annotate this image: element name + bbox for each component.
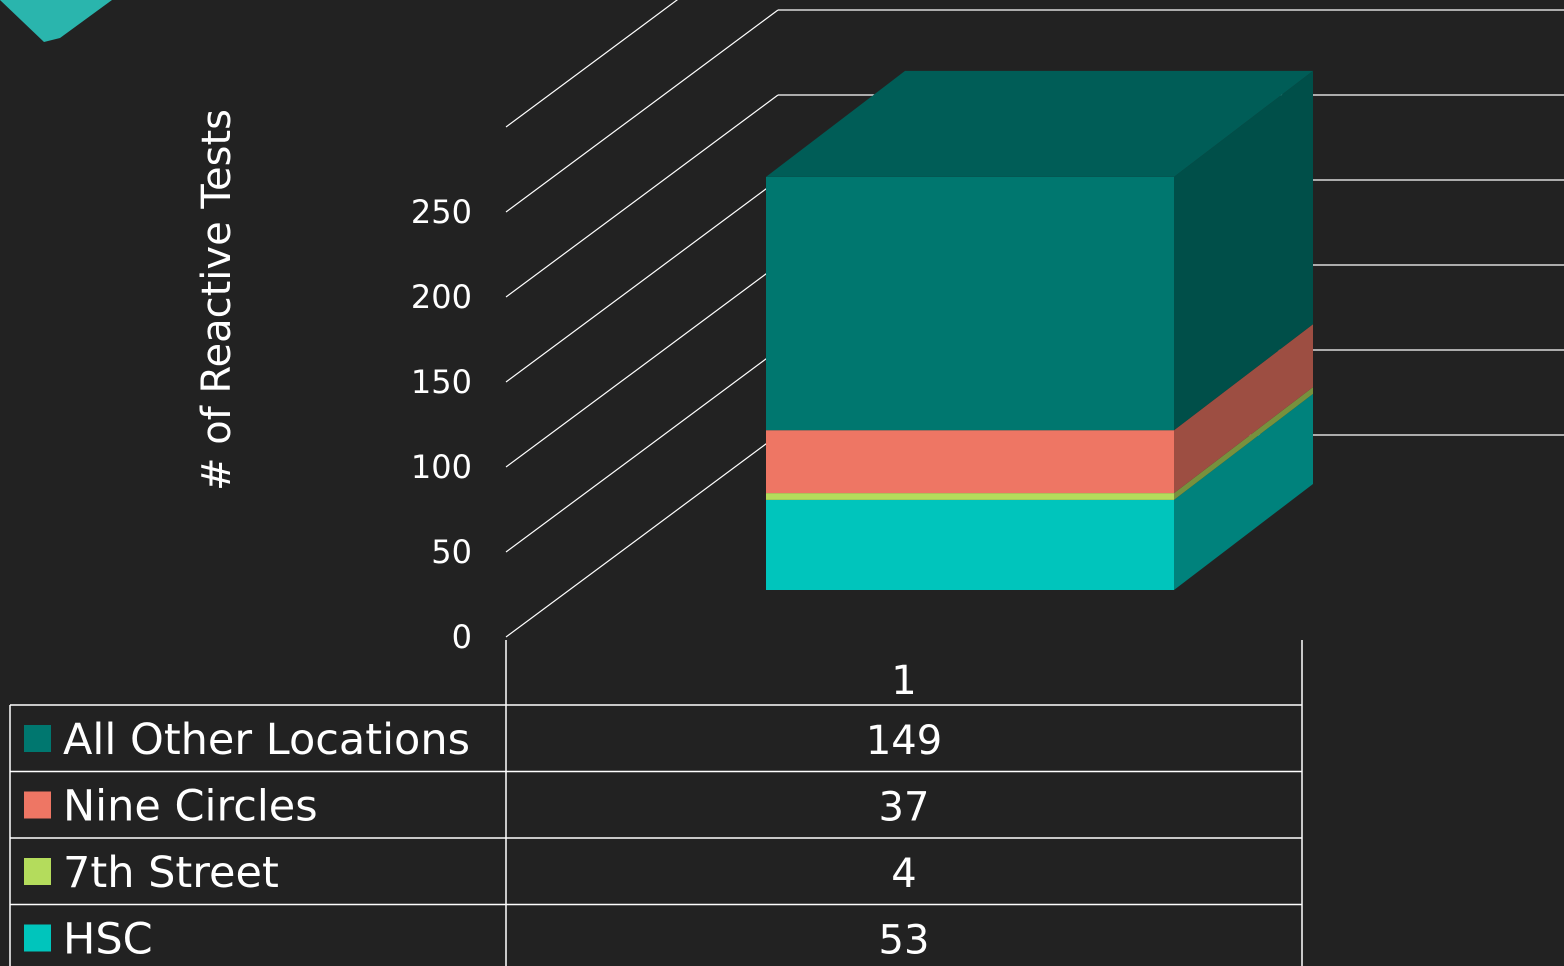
legend-label-all-other-locations: All Other Locations bbox=[63, 715, 470, 765]
bar-side-7th-street bbox=[1174, 387, 1313, 500]
corner-accent bbox=[0, 0, 112, 42]
bar-front-all-other-locations bbox=[766, 176, 1174, 431]
bar-side-all-other-locations bbox=[1174, 70, 1313, 431]
legend-label-7th-street: 7th Street bbox=[63, 848, 279, 898]
bar-front-nine-circles bbox=[766, 430, 1174, 494]
legend-label-nine-circles: Nine Circles bbox=[63, 782, 318, 832]
gridline-diagonal-2 bbox=[505, 264, 779, 468]
y-tick-label: 200 bbox=[411, 278, 472, 316]
bar-side-nine-circles bbox=[1174, 324, 1313, 494]
gridline-diagonal-3 bbox=[505, 179, 779, 383]
legend-swatch-7th-street bbox=[24, 858, 51, 885]
gridline-diagonal-1 bbox=[505, 349, 779, 553]
y-tick-label: 0 bbox=[452, 618, 472, 656]
data-label-all-other-locations: 149 bbox=[866, 718, 942, 764]
gridline-diagonal-top bbox=[505, 0, 679, 128]
data-label-nine-circles: 37 bbox=[879, 785, 930, 831]
x-axis: 1 bbox=[505, 640, 1303, 966]
legend-swatch-nine-circles bbox=[24, 791, 51, 819]
bars bbox=[766, 70, 1313, 590]
bar-front-hsc bbox=[766, 499, 1174, 590]
x-tick-label: 1 bbox=[891, 658, 916, 704]
gridline-diagonal-5 bbox=[505, 9, 779, 213]
bar-side-hsc bbox=[1174, 393, 1313, 590]
y-axis-label: # of Reactive Tests bbox=[194, 109, 240, 491]
bar-top-face bbox=[766, 70, 1313, 177]
data-label-7th-street: 4 bbox=[891, 851, 916, 897]
y-tick-labels: 0 50 100 150 200 250 bbox=[411, 193, 472, 656]
legend-swatch-all-other-locations bbox=[24, 725, 51, 752]
data-label-hsc: 53 bbox=[879, 918, 930, 964]
y-tick-label: 100 bbox=[411, 448, 472, 486]
gridline-diagonal-4 bbox=[505, 94, 779, 298]
y-tick-label: 150 bbox=[411, 363, 472, 401]
legend-label-hsc: HSC bbox=[63, 915, 153, 965]
y-tick-label: 50 bbox=[431, 533, 472, 571]
data-table: All Other Locations 149 Nine Circles 37 7th … bbox=[9, 704, 1302, 966]
bar-front-7th-street bbox=[766, 493, 1174, 500]
legend-swatch-hsc bbox=[24, 924, 51, 952]
gridline-diagonal-0 bbox=[505, 434, 779, 638]
y-tick-label: 250 bbox=[411, 193, 472, 231]
